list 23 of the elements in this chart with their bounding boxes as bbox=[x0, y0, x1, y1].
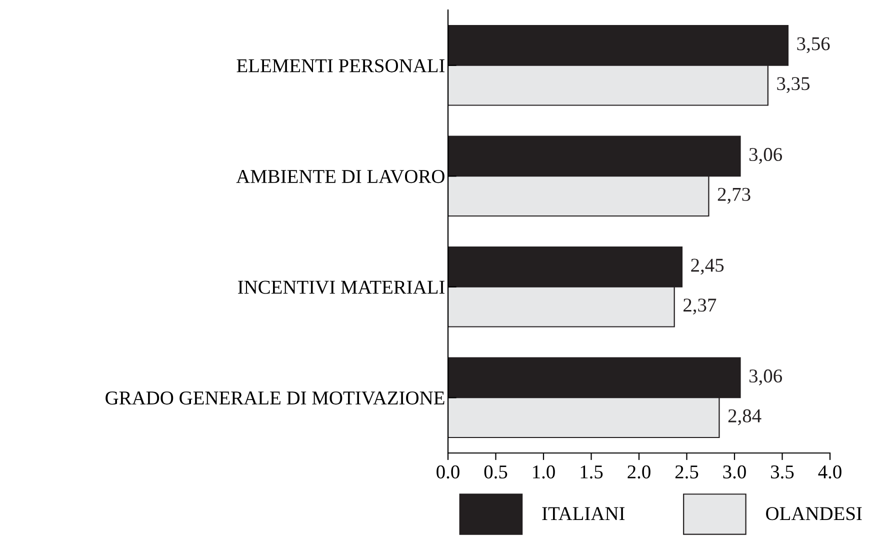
data-label: 3,56 bbox=[797, 37, 830, 54]
x-tick-label: 2.0 bbox=[628, 465, 650, 479]
x-tick-label: 1.0 bbox=[533, 465, 555, 479]
data-label: 2,84 bbox=[728, 409, 762, 426]
legend-label: OLANDESI bbox=[766, 507, 862, 520]
y-tick-label: INCENTIVI MATERIALI bbox=[238, 280, 445, 294]
x-tick-label: 3.5 bbox=[771, 465, 794, 479]
x-tick-label: 4.0 bbox=[818, 465, 842, 479]
x-tick-label: 1.5 bbox=[580, 465, 603, 479]
data-label: 3,35 bbox=[777, 77, 810, 93]
data-label: 2,73 bbox=[718, 188, 750, 204]
x-tick-label: 2.5 bbox=[675, 465, 698, 479]
y-tick-label: AMBIENTE DI LAVORO bbox=[236, 170, 444, 184]
x-tick-label: 3.0 bbox=[723, 465, 746, 479]
legend-label: ITALIANI bbox=[542, 507, 625, 520]
x-tick-label: 0.5 bbox=[484, 465, 508, 479]
data-label: 2,37 bbox=[684, 298, 716, 314]
data-label: 3,06 bbox=[749, 369, 782, 386]
data-label: 2,45 bbox=[691, 258, 724, 275]
x-tick-label: 0.0 bbox=[436, 465, 460, 479]
y-tick-label: ELEMENTI PERSONALI bbox=[236, 59, 445, 72]
data-label: 3,06 bbox=[749, 148, 782, 164]
y-tick-label: GRADO GENERALE DI MOTIVAZIONE bbox=[106, 391, 444, 405]
